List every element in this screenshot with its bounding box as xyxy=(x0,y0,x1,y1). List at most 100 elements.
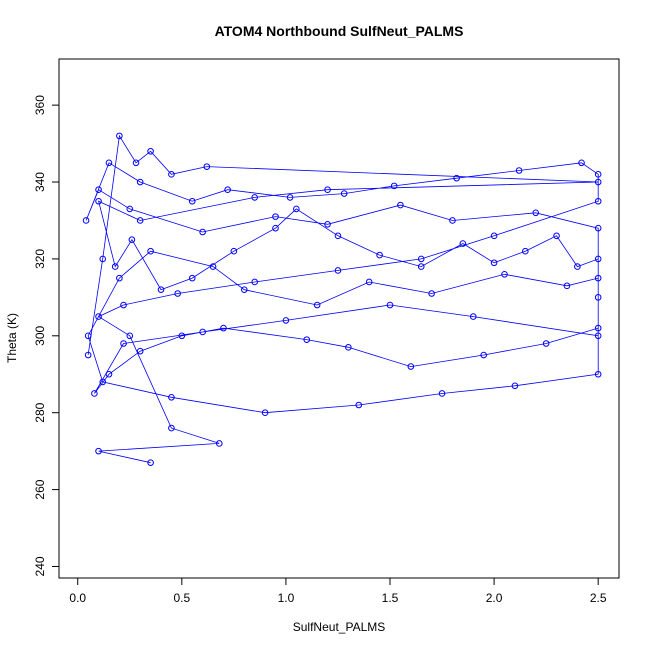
data-point xyxy=(105,370,113,378)
data-point xyxy=(428,290,435,297)
data-point xyxy=(594,224,602,232)
data-point xyxy=(147,247,154,255)
data-point xyxy=(168,424,175,432)
data-point xyxy=(203,163,211,170)
y-tick-label: 360 xyxy=(33,95,47,115)
data-point xyxy=(345,344,352,351)
data-point xyxy=(111,263,119,270)
data-point xyxy=(594,171,602,178)
data-point xyxy=(188,274,196,282)
data-point xyxy=(168,394,175,401)
data-point xyxy=(91,390,98,397)
data-point xyxy=(459,240,467,247)
data-point xyxy=(522,247,529,255)
x-axis-label: SulfNeut_PALMS xyxy=(293,620,386,634)
data-point xyxy=(594,178,602,186)
data-point xyxy=(272,224,279,232)
x-tick-label: 2.0 xyxy=(486,591,503,605)
data-point xyxy=(95,186,102,194)
data-point xyxy=(390,182,398,190)
y-tick-label: 340 xyxy=(33,172,47,192)
y-tick-label: 300 xyxy=(33,325,47,345)
data-point xyxy=(594,274,602,282)
data-point xyxy=(313,301,321,309)
x-tick-label: 1.5 xyxy=(382,591,399,605)
data-point xyxy=(251,278,258,286)
data-point xyxy=(251,194,258,201)
data-point xyxy=(574,263,581,270)
data-point xyxy=(240,286,248,293)
data-point xyxy=(594,294,602,301)
data-point xyxy=(261,409,269,416)
data-point xyxy=(407,363,415,370)
data-point xyxy=(147,147,154,155)
data-point xyxy=(199,228,206,236)
series-0 xyxy=(82,132,602,466)
data-point xyxy=(532,209,540,217)
data-point xyxy=(224,186,231,194)
data-point xyxy=(272,213,279,220)
data-point xyxy=(594,197,602,205)
y-axis: 240 260 280 300 320 340 360 xyxy=(33,95,60,576)
data-point xyxy=(515,167,523,174)
data-point xyxy=(340,190,348,197)
data-point xyxy=(157,286,165,293)
data-point xyxy=(490,259,498,267)
data-point xyxy=(147,459,154,466)
x-tick-label: 0.0 xyxy=(69,591,86,605)
data-point xyxy=(136,178,144,186)
data-point xyxy=(84,351,92,359)
data-point xyxy=(578,159,585,167)
data-point xyxy=(120,301,127,309)
data-point xyxy=(95,197,102,205)
data-point xyxy=(438,390,446,397)
data-point xyxy=(209,263,217,270)
data-point xyxy=(417,255,425,263)
data-point xyxy=(84,332,92,340)
data-point xyxy=(99,255,107,263)
data-point xyxy=(174,290,181,297)
data-point xyxy=(334,267,342,274)
y-tick-label: 240 xyxy=(33,556,47,576)
data-point xyxy=(126,205,134,213)
data-point xyxy=(178,332,186,340)
y-tick-label: 320 xyxy=(33,249,47,269)
data-point xyxy=(563,282,571,290)
data-point xyxy=(128,236,136,243)
x-tick-label: 1.0 xyxy=(278,591,295,605)
data-point xyxy=(594,332,602,340)
data-point xyxy=(501,270,508,278)
data-point xyxy=(293,205,300,213)
y-tick-label: 280 xyxy=(33,402,47,422)
series-layer xyxy=(82,132,602,466)
data-point xyxy=(230,247,238,255)
y-axis-label: Theta (K) xyxy=(5,313,19,363)
data-point xyxy=(594,370,602,378)
data-point xyxy=(594,324,602,332)
data-point xyxy=(397,201,404,209)
data-point xyxy=(188,197,196,205)
data-point xyxy=(594,255,602,263)
data-point xyxy=(168,171,175,178)
plot-area-frame xyxy=(58,58,620,579)
data-point xyxy=(95,313,102,320)
data-point xyxy=(99,378,107,386)
data-point xyxy=(95,447,102,455)
data-point xyxy=(490,232,498,240)
data-point xyxy=(453,174,460,182)
data-point xyxy=(136,217,144,224)
data-point xyxy=(116,132,123,140)
data-point xyxy=(542,340,550,347)
data-point xyxy=(105,159,113,167)
data-point xyxy=(324,186,331,194)
data-point xyxy=(469,313,477,320)
data-point xyxy=(365,278,373,286)
data-point xyxy=(334,232,342,240)
x-axis: 0.0 0.5 1.0 1.5 2.0 2.5 xyxy=(69,577,607,605)
x-tick-label: 2.5 xyxy=(590,591,607,605)
data-point xyxy=(449,217,456,224)
data-point xyxy=(215,440,223,447)
data-point xyxy=(511,382,519,390)
